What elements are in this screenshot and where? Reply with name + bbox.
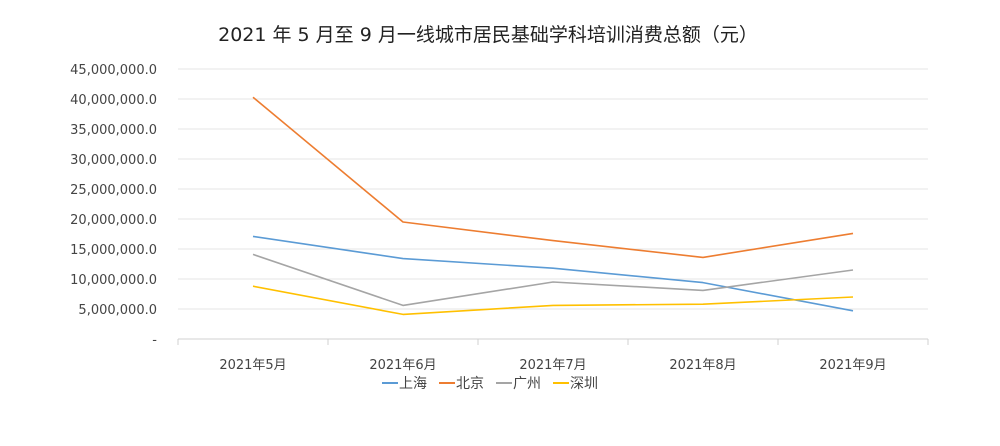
y-tick-label: 45,000,000.0 bbox=[70, 63, 157, 78]
legend-label: 深圳 bbox=[570, 376, 598, 392]
x-tick-label: 2021年8月 bbox=[669, 358, 736, 373]
legend: 上海 北京 广州 深圳 bbox=[382, 376, 598, 392]
series-line-4 bbox=[253, 286, 853, 314]
x-tick-label: 2021年6月 bbox=[369, 358, 436, 373]
legend-label: 北京 bbox=[456, 376, 484, 392]
y-tick-label: 30,000,000.0 bbox=[70, 153, 157, 168]
y-tick-label: 10,000,000.0 bbox=[70, 273, 157, 288]
series-lines bbox=[253, 97, 853, 314]
legend-label: 上海 bbox=[399, 376, 427, 392]
y-tick-label: - bbox=[152, 333, 157, 348]
x-tick-label: 2021年5月 bbox=[219, 358, 286, 373]
y-tick-label: 40,000,000.0 bbox=[70, 93, 157, 108]
y-tick-label: 25,000,000.0 bbox=[70, 183, 157, 198]
x-tick-label: 2021年9月 bbox=[819, 358, 886, 373]
y-tick-label: 5,000,000.0 bbox=[78, 303, 157, 318]
grid-lines bbox=[178, 69, 928, 309]
y-tick-label: 20,000,000.0 bbox=[70, 213, 157, 228]
y-tick-label: 15,000,000.0 bbox=[70, 243, 157, 258]
x-tick-label: 2021年7月 bbox=[519, 358, 586, 373]
series-line-3 bbox=[253, 254, 853, 305]
y-tick-label: 35,000,000.0 bbox=[70, 123, 157, 138]
series-line-2 bbox=[253, 97, 853, 257]
legend-label: 广州 bbox=[513, 376, 541, 392]
chart-title: 2021 年 5 月至 9 月一线城市居民基础学科培训消费总额（元） bbox=[218, 24, 758, 46]
axes: - 5,000,000.0 10,000,000.0 15,000,000.0 20,0… bbox=[70, 63, 928, 373]
